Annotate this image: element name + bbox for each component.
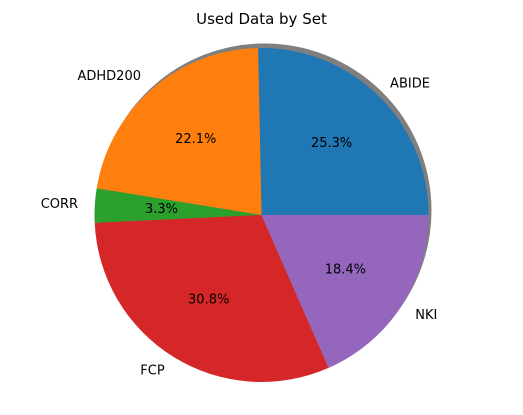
pie-slice-abide: [258, 47, 429, 216]
pct-label-adhd200: 22.1%: [175, 132, 216, 147]
pct-label-nki: 18.4%: [325, 262, 366, 277]
pie-slices: [94, 47, 429, 382]
slice-label-nki: NKI: [415, 308, 437, 323]
slice-label-adhd200: ADHD200: [77, 69, 141, 84]
pct-label-corr: 3.3%: [145, 202, 178, 217]
slice-label-corr: CORR: [41, 197, 78, 212]
pie-slice-fcp: [94, 215, 329, 382]
pct-label-abide: 25.3%: [311, 136, 352, 151]
slice-label-abide: ABIDE: [390, 76, 430, 91]
pct-label-fcp: 30.8%: [188, 293, 229, 308]
pie-slice-nki: [261, 215, 429, 368]
chart-title: Used Data by Set: [196, 10, 327, 28]
pie-slice-adhd200: [96, 48, 262, 216]
pie-labels: ABIDE 25.3% ADHD200 22.1% CORR 3.3% FCP 30.8% NK…: [41, 69, 438, 379]
pie-slice-corr: [94, 188, 262, 223]
slice-label-fcp: FCP: [140, 364, 165, 379]
